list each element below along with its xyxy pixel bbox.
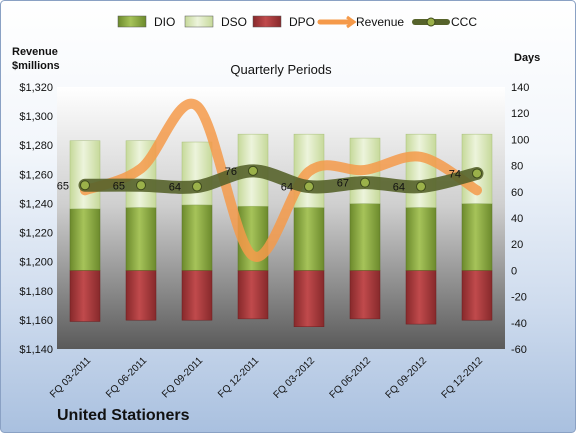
ccc-point <box>416 181 426 192</box>
legend-marker <box>426 17 436 27</box>
dio-bar <box>405 207 437 271</box>
left-tick-label: $1,260 <box>19 169 53 181</box>
ccc-data-label: 74 <box>449 168 461 180</box>
legend-swatch <box>184 15 214 28</box>
legend-arrow <box>346 15 357 29</box>
legend-label: Revenue <box>356 15 404 29</box>
right-tick-label: 0 <box>511 265 517 277</box>
left-axis-label-line1: Revenue <box>12 46 58 58</box>
ccc-point <box>304 181 314 192</box>
dpo-bar <box>181 270 213 321</box>
legend-label: DIO <box>154 15 175 29</box>
right-tick-label: 120 <box>511 108 529 120</box>
chart-title: Quarterly Periods <box>230 62 332 77</box>
left-tick-label: $1,220 <box>19 228 53 240</box>
right-tick-label: -20 <box>511 292 527 304</box>
company-name: United Stationers <box>57 407 190 424</box>
ccc-data-label: 76 <box>225 166 237 178</box>
right-axis: -60 -40 -20 0 20 40 60 80 100 120 140 <box>511 82 529 356</box>
left-tick-label: $1,300 <box>19 111 53 123</box>
dso-bar <box>69 140 101 210</box>
dso-bar <box>181 141 213 206</box>
ccc-data-label: 64 <box>281 182 293 194</box>
ccc-data-label: 67 <box>337 178 349 190</box>
bar-series <box>69 133 493 327</box>
dio-bar <box>293 207 325 271</box>
dpo-bar <box>125 270 157 321</box>
legend: DIO DSO DPO Revenue CCC <box>117 15 477 29</box>
ccc-point <box>360 177 370 188</box>
dio-bar <box>181 204 213 271</box>
dso-bar <box>405 133 437 208</box>
right-tick-label: 40 <box>511 213 523 225</box>
legend-swatch <box>252 15 282 28</box>
right-tick-label: 140 <box>511 82 529 94</box>
dio-bar <box>69 208 101 271</box>
legend-label: CCC <box>451 15 477 29</box>
dio-bar <box>125 207 157 271</box>
left-tick-label: $1,140 <box>19 344 53 356</box>
left-tick-label: $1,180 <box>19 286 53 298</box>
left-tick-label: $1,160 <box>19 315 53 327</box>
legend-label: DPO <box>289 15 315 29</box>
legend-swatch <box>117 15 147 28</box>
right-tick-label: 60 <box>511 187 523 199</box>
ccc-point <box>248 165 258 176</box>
dpo-bar <box>461 270 493 321</box>
left-tick-label: $1,280 <box>19 140 53 152</box>
left-tick-label: $1,240 <box>19 198 53 210</box>
revenue-line <box>80 98 482 262</box>
right-tick-label: 100 <box>511 134 529 146</box>
ccc-point <box>192 181 202 192</box>
ccc-data-label: 65 <box>57 180 69 192</box>
right-axis-label: Days <box>514 52 540 64</box>
right-tick-label: 20 <box>511 239 523 251</box>
line-series: 65 65 64 76 64 67 64 74 <box>57 98 484 262</box>
ccc-data-label: 64 <box>169 182 181 194</box>
ccc-point <box>80 180 90 191</box>
right-tick-label: 80 <box>511 161 523 173</box>
legend-label: DSO <box>221 15 247 29</box>
dpo-bar <box>349 270 381 320</box>
right-tick-label: -60 <box>511 344 527 356</box>
right-tick-label: -40 <box>511 318 527 330</box>
dpo-bar <box>237 270 269 320</box>
dpo-bar <box>69 270 101 322</box>
ccc-point <box>136 180 146 191</box>
left-tick-label: $1,320 <box>19 82 53 94</box>
ccc-data-label: 64 <box>393 182 405 194</box>
dio-bar <box>461 203 493 271</box>
ccc-point <box>472 168 482 179</box>
dio-bar <box>349 203 381 271</box>
left-axis-label-line2: $millions <box>12 60 60 72</box>
dpo-bar <box>405 270 437 325</box>
dpo-bar <box>293 270 325 327</box>
ccc-data-label: 65 <box>113 180 125 192</box>
left-tick-label: $1,200 <box>19 257 53 269</box>
left-axis: $1,140 $1,160 $1,180 $1,200 $1,220 $1,240 $1,2… <box>19 82 53 356</box>
